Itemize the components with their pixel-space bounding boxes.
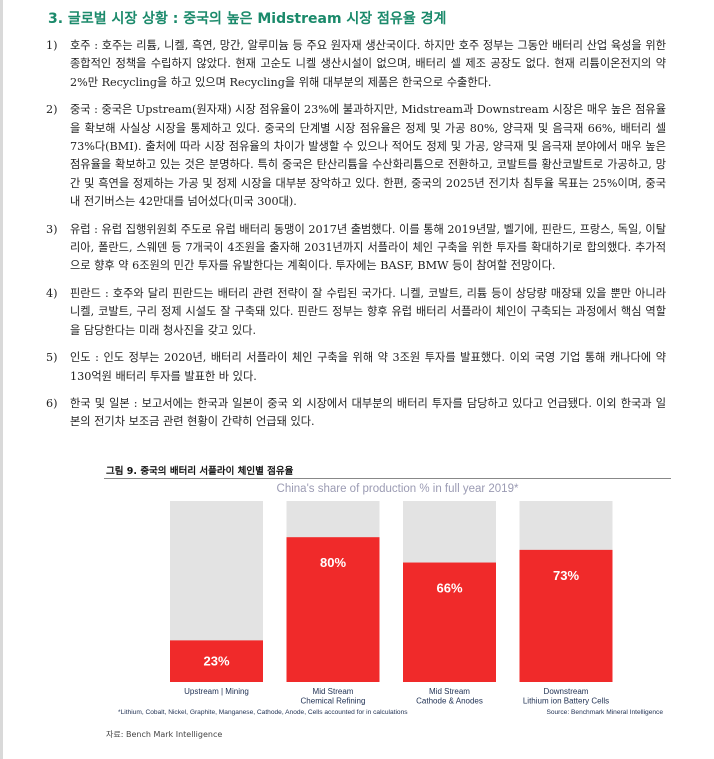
list-item: 4) 핀란드 : 호주와 달리 핀란드는 배터리 관련 전략이 잘 수립된 국가다… (46, 285, 666, 340)
list-item-text: 인도 : 인도 정부는 2020년, 배터리 서플라이 체인 구축을 위해 약 … (70, 351, 666, 383)
bar-value-label: 73% (553, 568, 579, 583)
bar-value-label: 80% (320, 555, 346, 570)
section-title: 3. 글로벌 시장 상황 : 중국의 높은 Midstream 시장 점유율 경… (48, 11, 447, 27)
list-item-number: 5) (46, 351, 58, 365)
category-label: Mid Stream (429, 687, 470, 696)
category-label: Downstream (544, 687, 589, 696)
share-bar-chart: China's share of production % in full ye… (118, 483, 663, 716)
list-item-number: 3) (46, 222, 58, 236)
bar-value-label: 23% (203, 653, 229, 668)
category-label: Chemical Refining (301, 697, 366, 706)
bar (170, 640, 263, 682)
figure-source: 자료: Bench Mark Intelligence (106, 730, 223, 739)
list-item-text: 유럽 : 유럽 집행위원회 주도로 유럽 배터리 동맹이 2017년 출범했다.… (70, 222, 666, 273)
numbered-list: 1) 호주 : 호주는 리튬, 니켈, 흑연, 망간, 알루미늄 등 주요 원자재… (46, 37, 666, 441)
list-item-text: 호주 : 호주는 리튬, 니켈, 흑연, 망간, 알루미늄 등 주요 원자재 생… (70, 39, 666, 89)
list-item: 3) 유럽 : 유럽 집행위원회 주도로 유럽 배터리 동맹이 2017년 출범했… (46, 221, 666, 276)
list-item: 2) 중국 : 중국은 Upstream(원자재) 시장 점유율이 23%에 불과… (46, 101, 666, 211)
category-label: Mid Stream (313, 687, 354, 696)
list-item-number: 6) (46, 396, 58, 410)
bar (519, 549, 613, 682)
chart-title: China's share of production % in full ye… (277, 483, 519, 495)
list-item-text: 한국 및 일본 : 보고서에는 한국과 일본이 중국 외 시장에서 대부분의 배… (70, 396, 666, 429)
bar (403, 562, 496, 682)
figure-caption: 그림 9. 중국의 배터리 서플라이 체인별 점유율 (106, 466, 294, 477)
list-item-number: 4) (46, 286, 58, 300)
chart-footnote: *Lithium, Cobalt, Nickel, Graphite, Mang… (118, 709, 408, 716)
list-item-number: 2) (46, 103, 58, 117)
page-margin-rule (0, 0, 3, 759)
figure-divider (104, 478, 671, 479)
bar-value-label: 66% (436, 581, 462, 596)
list-item: 6) 한국 및 일본 : 보고서에는 한국과 일본이 중국 외 시장에서 대부분의… (46, 395, 666, 432)
chart-source-note: Source: Benchmark Mineral Intelligence (546, 709, 663, 716)
bar (286, 537, 380, 682)
list-item-text: 핀란드 : 호주와 달리 핀란드는 배터리 관련 전략이 잘 수립된 국가다. … (70, 286, 666, 337)
category-label: Lithium ion Battery Cells (523, 697, 609, 706)
list-item-number: 1) (46, 39, 58, 52)
category-label: Cathode & Anodes (416, 697, 483, 706)
list-item: 5) 인도 : 인도 정부는 2020년, 배터리 서플라이 체인 구축을 위해 … (46, 349, 666, 386)
list-item: 1) 호주 : 호주는 리튬, 니켈, 흑연, 망간, 알루미늄 등 주요 원자재… (46, 37, 666, 92)
category-label: Upstream | Mining (184, 687, 249, 696)
list-item-text: 중국 : 중국은 Upstream(원자재) 시장 점유율이 23%에 불과하지… (70, 103, 666, 209)
